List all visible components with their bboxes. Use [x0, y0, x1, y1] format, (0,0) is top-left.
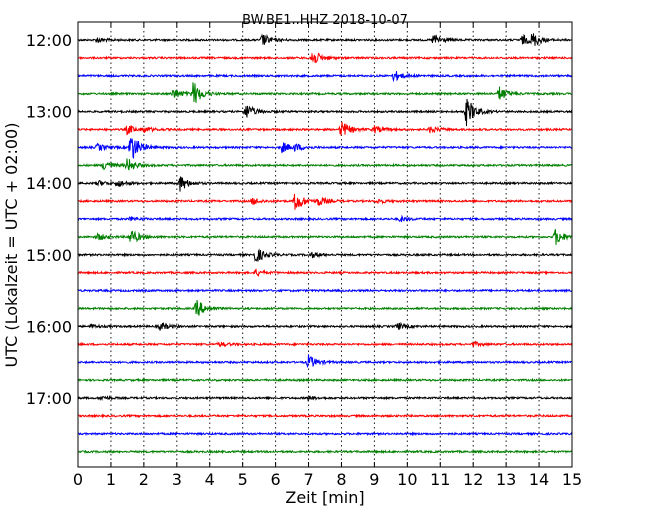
- x-axis-label: Zeit [min]: [285, 488, 364, 507]
- trace-row-15:15: [77, 268, 573, 278]
- trace-row-17:45: [77, 449, 573, 455]
- seismic-traces: [77, 33, 573, 455]
- trace-row-14:45: [77, 228, 573, 245]
- trace-row-13:30: [77, 138, 573, 159]
- x-tick-label-8: 8: [336, 470, 346, 489]
- y-tick-label-12:00: 12:00: [26, 31, 72, 50]
- trace-row-15:00: [77, 248, 573, 262]
- trace-row-16:15: [77, 340, 573, 348]
- trace-row-12:45: [77, 82, 573, 103]
- x-tick-label-2: 2: [139, 470, 149, 489]
- x-tick-label-10: 10: [397, 470, 417, 489]
- trace-row-17:00: [77, 394, 573, 402]
- x-tick-label-12: 12: [463, 470, 483, 489]
- y-tick-label-16:00: 16:00: [26, 317, 72, 336]
- trace-row-12:15: [77, 52, 573, 63]
- trace-row-15:45: [77, 299, 573, 316]
- trace-row-16:00: [77, 321, 573, 331]
- trace-row-17:15: [77, 413, 573, 419]
- axis-ticks: [77, 22, 573, 467]
- trace-row-13:45: [77, 158, 573, 171]
- x-tick-labels: 0 1 2 3 4 5 6 7 8 9 10 11 12 13 14 15: [73, 470, 582, 489]
- x-tick-label-0: 0: [73, 470, 83, 489]
- chart-title: BW.BE1..HHZ 2018-10-07: [242, 13, 408, 28]
- trace-row-16:30: [77, 354, 573, 369]
- x-tick-label-9: 9: [369, 470, 379, 489]
- trace-row-15:30: [77, 288, 573, 294]
- trace-row-13:00: [77, 98, 573, 127]
- x-tick-label-4: 4: [205, 470, 215, 489]
- y-tick-label-14:00: 14:00: [26, 174, 72, 193]
- trace-row-17:30: [77, 431, 573, 437]
- trace-row-12:30: [77, 71, 573, 83]
- y-axis-label: UTC (Lokalzeit = UTC + 02:00): [2, 123, 21, 368]
- x-tick-label-1: 1: [106, 470, 116, 489]
- plot-frame: [77, 21, 573, 468]
- trace-row-14:30: [77, 214, 573, 223]
- x-tick-label-5: 5: [238, 470, 248, 489]
- grid-lines: [110, 22, 540, 467]
- x-tick-label-13: 13: [496, 470, 516, 489]
- x-tick-label-3: 3: [172, 470, 182, 489]
- y-tick-labels: 12:00 13:00 14:00 15:00 16:00 17:00: [26, 31, 72, 408]
- trace-row-12:00: [77, 33, 573, 46]
- y-tick-label-15:00: 15:00: [26, 246, 72, 265]
- trace-row-14:15: [77, 193, 573, 210]
- trace-row-14:00: [77, 176, 573, 192]
- y-tick-label-13:00: 13:00: [26, 103, 72, 122]
- trace-row-13:15: [77, 121, 573, 136]
- x-tick-label-11: 11: [430, 470, 450, 489]
- x-tick-label-14: 14: [529, 470, 549, 489]
- y-tick-label-17:00: 17:00: [26, 389, 72, 408]
- x-tick-label-6: 6: [271, 470, 281, 489]
- x-tick-label-15: 15: [562, 470, 582, 489]
- x-tick-label-7: 7: [303, 470, 313, 489]
- trace-row-16:45: [77, 377, 573, 383]
